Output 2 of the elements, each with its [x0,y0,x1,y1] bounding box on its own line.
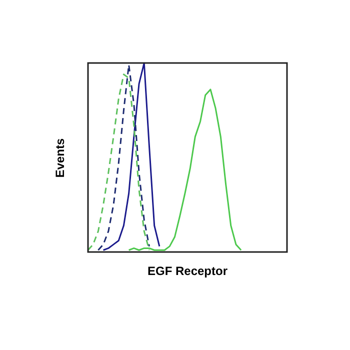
x-axis-title: EGF Receptor [146,264,228,278]
y-axis-title: Events [53,138,67,178]
